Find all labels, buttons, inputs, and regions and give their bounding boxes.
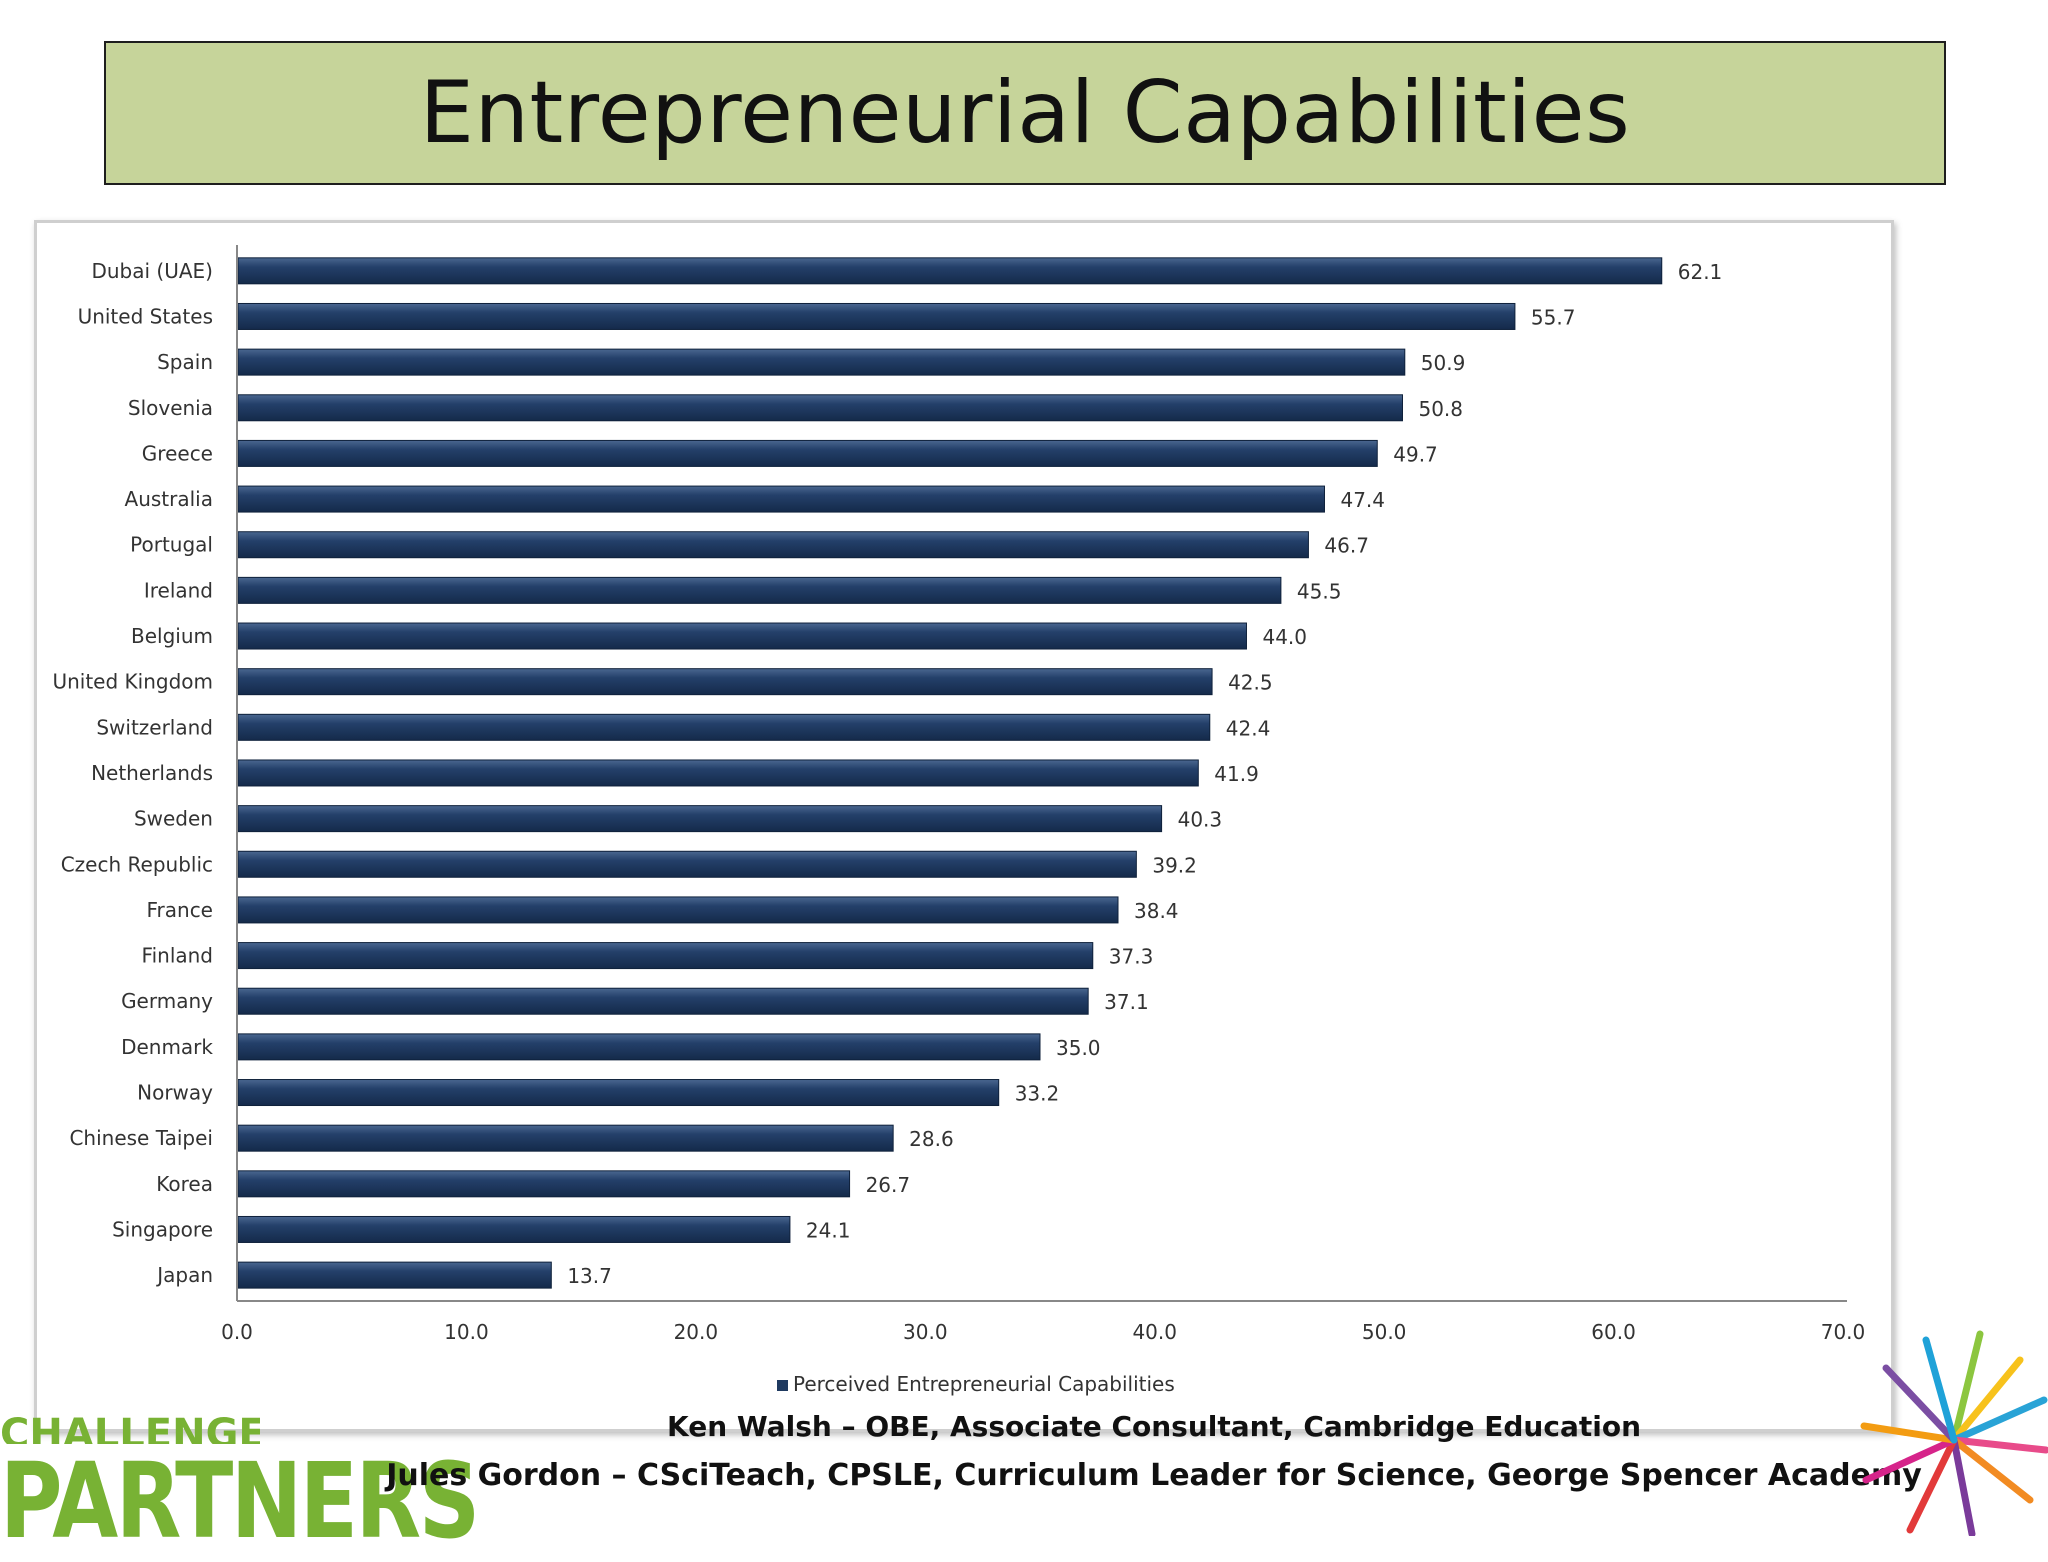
- value-label: 50.8: [1418, 397, 1463, 421]
- category-label: Korea: [156, 1172, 213, 1196]
- value-label: 50.9: [1421, 351, 1466, 375]
- category-label: Finland: [142, 944, 213, 968]
- value-label: 24.1: [806, 1218, 851, 1242]
- category-label: Belgium: [131, 624, 213, 648]
- category-label: Spain: [157, 350, 213, 374]
- value-label: 38.4: [1134, 899, 1179, 923]
- value-label: 47.4: [1340, 488, 1385, 512]
- category-label: Greece: [142, 441, 213, 465]
- legend: Perceived Entrepreneurial Capabilities: [777, 1372, 1175, 1396]
- footer-line-2: Jules Gordon – CSciTeach, CPSLE, Curricu…: [386, 1458, 1922, 1493]
- bar: [237, 1215, 791, 1243]
- bar: [237, 1261, 552, 1289]
- bar: [237, 531, 1309, 559]
- value-label: 35.0: [1056, 1036, 1101, 1060]
- bar: [237, 668, 1213, 696]
- bars-layer: Dubai (UAE) 62.1 United States 55.7 Spain 50.…: [52, 257, 1723, 1289]
- category-label: Slovenia: [128, 396, 213, 420]
- category-label: Singapore: [112, 1217, 213, 1241]
- value-label: 42.4: [1226, 716, 1271, 740]
- logo-top-text: CHALLENGE: [0, 1411, 260, 1444]
- value-label: 33.2: [1015, 1082, 1060, 1106]
- value-label: 37.3: [1109, 945, 1154, 969]
- category-label: Norway: [137, 1081, 213, 1105]
- x-tick-label: 70.0: [1821, 1320, 1866, 1344]
- x-tick-label: 0.0: [221, 1320, 253, 1344]
- bar: [237, 485, 1325, 513]
- bar: [237, 987, 1089, 1015]
- bar: [237, 576, 1282, 604]
- footer-line-1: Ken Walsh – OBE, Associate Consultant, C…: [667, 1410, 1641, 1443]
- x-tick-label: 30.0: [903, 1320, 948, 1344]
- value-label: 46.7: [1324, 534, 1369, 558]
- category-label: Sweden: [134, 807, 213, 831]
- value-label: 37.1: [1104, 990, 1149, 1014]
- bar: [237, 1170, 851, 1198]
- x-tick-label: 50.0: [1362, 1320, 1407, 1344]
- axes-layer: 0.0 10.0 20.0 30.0 40.0 50.0 60.0 70.0: [221, 245, 1865, 1344]
- category-label: United States: [78, 304, 213, 328]
- value-label: 26.7: [866, 1173, 911, 1197]
- value-label: 39.2: [1152, 853, 1197, 877]
- category-label: Czech Republic: [61, 852, 213, 876]
- legend-label: Perceived Entrepreneurial Capabilities: [793, 1372, 1175, 1396]
- category-label: Germany: [121, 989, 213, 1013]
- bar: [237, 896, 1119, 924]
- value-label: 62.1: [1678, 260, 1723, 284]
- starburst-logo: [1860, 1330, 2048, 1536]
- bar: [237, 759, 1199, 787]
- bar: [237, 942, 1094, 970]
- value-label: 28.6: [909, 1127, 954, 1151]
- bar: [237, 439, 1378, 467]
- value-label: 42.5: [1228, 671, 1273, 695]
- bar: [237, 257, 1663, 285]
- bar: [237, 622, 1247, 650]
- category-label: Netherlands: [91, 761, 213, 785]
- chart-frame: Dubai (UAE) 62.1 United States 55.7 Spain 50.…: [34, 220, 1894, 1432]
- bar: [237, 850, 1137, 878]
- category-label: Australia: [125, 487, 213, 511]
- bar-chart: Dubai (UAE) 62.1 United States 55.7 Spain 50.…: [52, 245, 1865, 1396]
- x-tick-label: 10.0: [444, 1320, 489, 1344]
- bar: [237, 394, 1403, 422]
- category-label: Switzerland: [96, 715, 213, 739]
- category-label: Denmark: [121, 1035, 213, 1059]
- legend-swatch: [777, 1380, 788, 1391]
- x-tick-label: 20.0: [674, 1320, 719, 1344]
- value-label: 40.3: [1178, 808, 1223, 832]
- category-label: Ireland: [144, 578, 213, 602]
- category-label: United Kingdom: [52, 670, 213, 694]
- slide-title: Entrepreneurial Capabilities: [419, 63, 1631, 163]
- bar: [237, 1033, 1041, 1061]
- bar: [237, 805, 1163, 833]
- value-label: 55.7: [1531, 305, 1576, 329]
- category-label: Portugal: [130, 533, 213, 557]
- value-label: 13.7: [567, 1264, 612, 1288]
- category-label: Dubai (UAE): [91, 259, 213, 283]
- x-tick-label: 40.0: [1132, 1320, 1177, 1344]
- value-label: 41.9: [1214, 762, 1259, 786]
- category-label: Chinese Taipei: [69, 1126, 213, 1150]
- value-label: 44.0: [1262, 625, 1307, 649]
- bar: [237, 348, 1406, 376]
- bar: [237, 1124, 894, 1152]
- title-banner: Entrepreneurial Capabilities: [104, 41, 1946, 185]
- category-label: France: [146, 898, 213, 922]
- bar: [237, 302, 1516, 330]
- value-label: 45.5: [1297, 579, 1342, 603]
- x-tick-label: 60.0: [1591, 1320, 1636, 1344]
- value-label: 49.7: [1393, 442, 1438, 466]
- bar: [237, 713, 1211, 741]
- bar: [237, 1079, 1000, 1107]
- category-label: Japan: [155, 1263, 213, 1287]
